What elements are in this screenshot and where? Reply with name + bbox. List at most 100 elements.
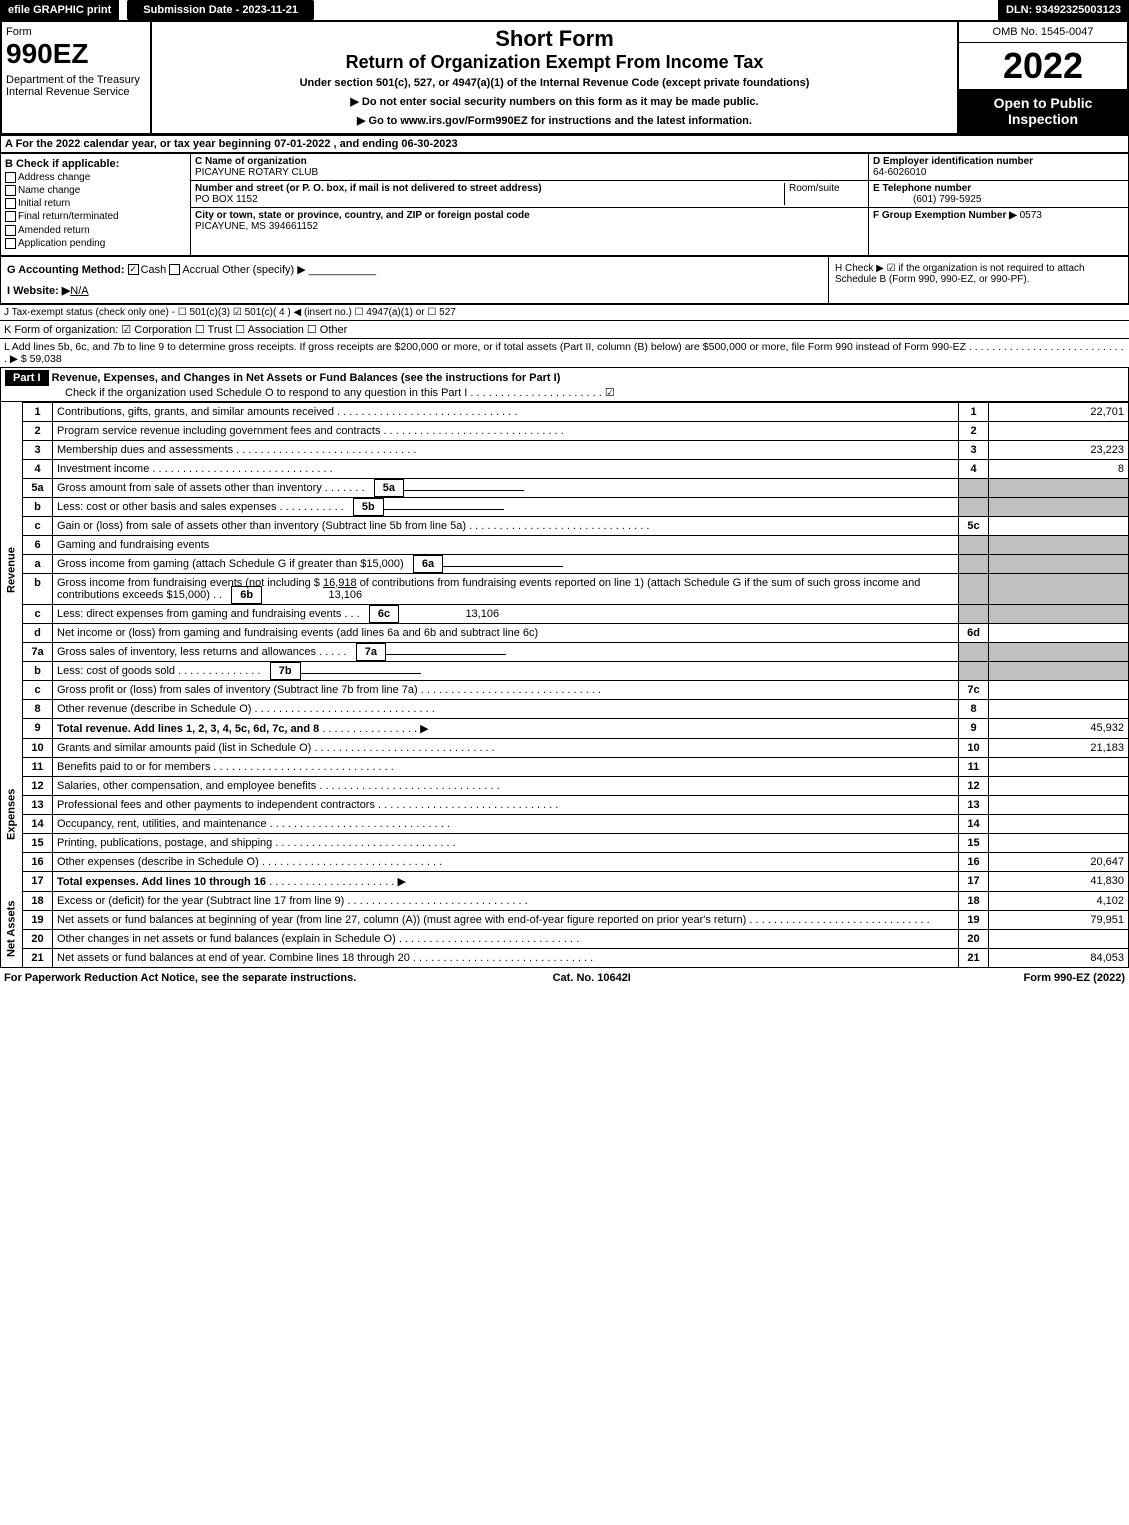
top-bar: efile GRAPHIC print Submission Date - 20… bbox=[0, 0, 1129, 22]
subtitle-goto[interactable]: ▶ Go to www.irs.gov/Form990EZ for instru… bbox=[156, 114, 953, 127]
line-4: Investment income bbox=[53, 459, 959, 478]
line-18: Excess or (deficit) for the year (Subtra… bbox=[53, 891, 959, 910]
val-20 bbox=[989, 929, 1129, 948]
title-short-form: Short Form bbox=[156, 26, 953, 52]
efile-label[interactable]: efile GRAPHIC print bbox=[0, 0, 119, 20]
val-13 bbox=[989, 795, 1129, 814]
line-a-text: A For the 2022 calendar year, or tax yea… bbox=[5, 138, 458, 150]
org-city: PICAYUNE, MS 394661152 bbox=[195, 221, 318, 232]
g-label: G Accounting Method: bbox=[7, 264, 125, 276]
part-i-header: Part I Revenue, Expenses, and Changes in… bbox=[0, 367, 1129, 402]
line-16: Other expenses (describe in Schedule O) bbox=[53, 852, 959, 871]
line-6c: Less: direct expenses from gaming and fu… bbox=[53, 604, 959, 623]
line-11: Benefits paid to or for members bbox=[53, 757, 959, 776]
val-10: 21,183 bbox=[989, 738, 1129, 757]
line-20: Other changes in net assets or fund bala… bbox=[53, 929, 959, 948]
header-left: Form 990EZ Department of the Treasury In… bbox=[2, 22, 152, 133]
omb-number: OMB No. 1545-0047 bbox=[959, 22, 1127, 43]
department: Department of the Treasury Internal Reve… bbox=[6, 74, 146, 98]
group-exemption: 0573 bbox=[1020, 210, 1042, 221]
form-label: Form bbox=[6, 26, 146, 38]
line-7c: Gross profit or (loss) from sales of inv… bbox=[53, 680, 959, 699]
line-6b: Gross income from fundraising events (no… bbox=[53, 573, 959, 604]
line-5b: Less: cost or other basis and sales expe… bbox=[53, 497, 959, 516]
header-center: Short Form Return of Organization Exempt… bbox=[152, 22, 957, 133]
chk-application-pending[interactable]: Application pending bbox=[5, 238, 186, 249]
line-5a: Gross amount from sale of assets other t… bbox=[53, 478, 959, 497]
line-15: Printing, publications, postage, and shi… bbox=[53, 833, 959, 852]
footer-cat: Cat. No. 10642I bbox=[553, 972, 631, 984]
part-i-title: Revenue, Expenses, and Changes in Net As… bbox=[52, 372, 561, 384]
val-4: 8 bbox=[989, 459, 1129, 478]
line-6a: Gross income from gaming (attach Schedul… bbox=[53, 554, 959, 573]
section-h: H Check ▶ ☑ if the organization is not r… bbox=[828, 257, 1128, 303]
subtitle-ssn: ▶ Do not enter social security numbers o… bbox=[156, 95, 953, 108]
line-7a: Gross sales of inventory, less returns a… bbox=[53, 642, 959, 661]
line-a: A For the 2022 calendar year, or tax yea… bbox=[0, 135, 1129, 153]
part-i-check: Check if the organization used Schedule … bbox=[5, 387, 615, 399]
d-label: D Employer identification number bbox=[873, 156, 1033, 167]
line-1: Contributions, gifts, grants, and simila… bbox=[53, 402, 959, 421]
side-expenses: Expenses bbox=[1, 738, 23, 891]
i-label: I Website: ▶ bbox=[7, 285, 70, 297]
line-6: Gaming and fundraising events bbox=[53, 535, 959, 554]
line-19: Net assets or fund balances at beginning… bbox=[53, 910, 959, 929]
room-label: Room/suite bbox=[789, 183, 840, 194]
line-2: Program service revenue including govern… bbox=[53, 421, 959, 440]
val-14 bbox=[989, 814, 1129, 833]
footer-left: For Paperwork Reduction Act Notice, see … bbox=[4, 972, 356, 984]
line-13: Professional fees and other payments to … bbox=[53, 795, 959, 814]
line-12: Salaries, other compensation, and employ… bbox=[53, 776, 959, 795]
line-j: J Tax-exempt status (check only one) - ☐… bbox=[0, 304, 1129, 320]
footer: For Paperwork Reduction Act Notice, see … bbox=[0, 968, 1129, 988]
e-label: E Telephone number bbox=[873, 183, 971, 194]
val-19: 79,951 bbox=[989, 910, 1129, 929]
line-6d: Net income or (loss) from gaming and fun… bbox=[53, 623, 959, 642]
b-label: B Check if applicable: bbox=[5, 158, 186, 170]
form-header: Form 990EZ Department of the Treasury In… bbox=[0, 22, 1129, 135]
val-7c bbox=[989, 680, 1129, 699]
val-2 bbox=[989, 421, 1129, 440]
submission-date: Submission Date - 2023-11-21 bbox=[127, 0, 314, 20]
g-other: Other (specify) ▶ bbox=[222, 264, 306, 276]
tax-year: 2022 bbox=[959, 43, 1127, 89]
chk-amended-return[interactable]: Amended return bbox=[5, 225, 186, 236]
val-5c bbox=[989, 516, 1129, 535]
val-21: 84,053 bbox=[989, 948, 1129, 967]
ein: 64-6026010 bbox=[873, 167, 926, 178]
phone: (601) 799-5925 bbox=[873, 194, 981, 205]
val-12 bbox=[989, 776, 1129, 795]
val-8 bbox=[989, 699, 1129, 718]
org-name: PICAYUNE ROTARY CLUB bbox=[195, 167, 318, 178]
val-17: 41,830 bbox=[989, 871, 1129, 891]
line-k: K Form of organization: ☑ Corporation ☐ … bbox=[0, 320, 1129, 338]
chk-accrual[interactable] bbox=[169, 264, 180, 275]
section-b: B Check if applicable: Address change Na… bbox=[1, 154, 191, 255]
val-6d bbox=[989, 623, 1129, 642]
form-number: 990EZ bbox=[6, 38, 146, 70]
c-addr-label: Number and street (or P. O. box, if mail… bbox=[195, 183, 542, 194]
info-block: B Check if applicable: Address change Na… bbox=[0, 153, 1129, 256]
c-name-label: C Name of organization bbox=[195, 156, 307, 167]
line-9: Total revenue. Add lines 1, 2, 3, 4, 5c,… bbox=[53, 718, 959, 738]
line-14: Occupancy, rent, utilities, and maintena… bbox=[53, 814, 959, 833]
form-table: Revenue 1Contributions, gifts, grants, a… bbox=[0, 402, 1129, 968]
open-to-public: Open to Public Inspection bbox=[959, 89, 1127, 133]
val-18: 4,102 bbox=[989, 891, 1129, 910]
header-right: OMB No. 1545-0047 2022 Open to Public In… bbox=[957, 22, 1127, 133]
chk-cash[interactable]: ✓ bbox=[128, 264, 139, 275]
website: N/A bbox=[70, 285, 88, 297]
chk-name-change[interactable]: Name change bbox=[5, 185, 186, 196]
footer-right: Form 990-EZ (2022) bbox=[1024, 972, 1125, 984]
chk-final-return[interactable]: Final return/terminated bbox=[5, 211, 186, 222]
chk-address-change[interactable]: Address change bbox=[5, 172, 186, 183]
val-15 bbox=[989, 833, 1129, 852]
line-17: Total expenses. Add lines 10 through 16 … bbox=[53, 871, 959, 891]
line-3: Membership dues and assessments bbox=[53, 440, 959, 459]
section-g: G Accounting Method: ✓Cash Accrual Other… bbox=[1, 257, 828, 303]
line-5c: Gain or (loss) from sale of assets other… bbox=[53, 516, 959, 535]
c-city-label: City or town, state or province, country… bbox=[195, 210, 530, 221]
chk-initial-return[interactable]: Initial return bbox=[5, 198, 186, 209]
line-l: L Add lines 5b, 6c, and 7b to line 9 to … bbox=[0, 338, 1129, 367]
subtitle-section: Under section 501(c), 527, or 4947(a)(1)… bbox=[156, 77, 953, 89]
